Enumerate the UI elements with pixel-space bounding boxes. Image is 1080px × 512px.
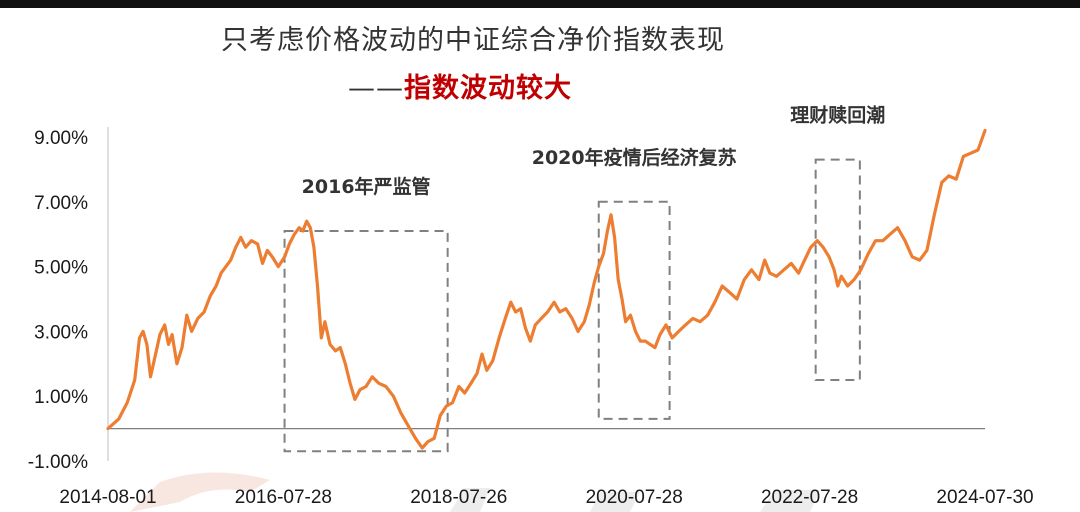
top-bar	[0, 0, 1080, 8]
annotation-box	[814, 158, 861, 381]
y-tick-label: 3.00%	[34, 322, 88, 343]
x-tick-label: 2022-07-28	[761, 487, 858, 508]
annotation-box	[283, 229, 449, 453]
subtitle-highlight: 指数波动较大	[404, 73, 572, 104]
subtitle-dash: ——	[348, 73, 404, 104]
annotation-boxes	[283, 158, 861, 453]
series-line	[106, 128, 987, 450]
annotation-box	[597, 200, 671, 420]
x-tick-label: 2018-07-26	[410, 487, 507, 508]
x-tick-label: 2020-07-28	[586, 487, 683, 508]
annotation-labels: 2016年严监管 2020年疫情后经济复苏 理财赎回潮	[302, 104, 886, 198]
y-tick-label: 1.00%	[34, 387, 88, 408]
y-tick-label: 9.00%	[34, 128, 88, 149]
x-axis-ticks: 2014-08-01 2016-07-28 2018-07-26 2020-07-28…	[59, 487, 1033, 508]
y-axis-ticks: 9.00% 7.00% 5.00% 3.00% 1.00% -1.00%	[28, 128, 88, 473]
y-tick-label: 7.00%	[34, 193, 88, 214]
annotation-label: 2020年疫情后经济复苏	[532, 146, 737, 169]
chart-title: 只考虑价格波动的中证综合净价指数表现	[221, 25, 725, 56]
x-tick-label: 2016-07-28	[235, 487, 332, 508]
y-tick-label: -1.00%	[28, 452, 88, 473]
chart-subtitle: ——指数波动较大	[348, 66, 572, 105]
x-tick-label: 2024-07-30	[936, 487, 1033, 508]
annotation-label: 2016年严监管	[302, 175, 431, 198]
x-tick-label: 2014-08-01	[59, 487, 156, 508]
watermark-logo	[130, 472, 820, 512]
y-tick-label: 5.00%	[34, 258, 88, 279]
annotation-label: 理财赎回潮	[790, 104, 885, 127]
